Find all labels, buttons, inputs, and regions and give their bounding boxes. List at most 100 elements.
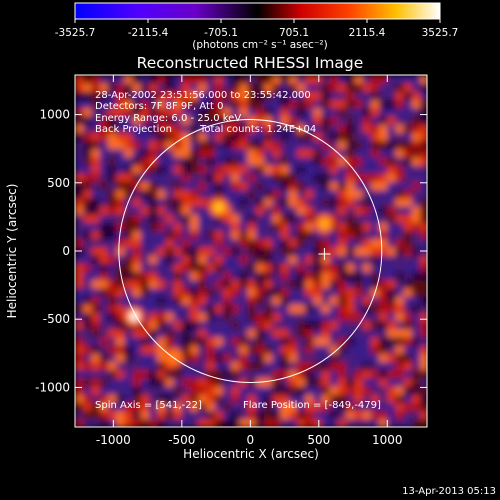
heatmap-cell [222,394,232,403]
heatmap-cell [420,197,427,207]
heatmap-cell [329,418,339,427]
heatmap-cell [247,361,257,371]
heatmap-cell [75,279,84,289]
heatmap-cell [247,189,257,199]
heatmap-cell [190,132,199,141]
heatmap-cell [272,83,281,92]
heatmap-cell [321,255,331,264]
heatmap-cell [420,214,427,223]
heatmap-cell [198,156,207,166]
heatmap-cell [296,124,306,133]
heatmap-cell [198,75,207,84]
heatmap-cell [206,361,216,371]
heatmap-cell [116,140,125,150]
annotation-line: Detectors: 7F 8F 9F, Att 0 [95,101,223,112]
heatmap-cell [420,328,427,338]
heatmap-cell [173,410,183,420]
heatmap-cell [107,99,117,109]
heatmap-cell [140,214,150,223]
heatmap-cell [362,115,372,125]
heatmap-cell [99,410,109,420]
heatmap-cell [91,181,101,191]
heatmap-cell [420,173,427,182]
heatmap-cell [132,189,142,199]
heatmap-cell [329,369,339,379]
heatmap-cell [354,296,364,305]
heatmap-cell [264,271,273,281]
heatmap-cell [206,304,216,313]
heatmap-cell [91,148,101,158]
heatmap-cell [206,345,216,354]
heatmap-cell [75,156,84,166]
heatmap-cell [99,124,109,133]
heatmap-cell [264,263,273,272]
heatmap-cell [337,205,347,215]
heatmap-cell [411,361,421,371]
heatmap-cell [148,296,158,305]
heatmap-cell [337,115,347,125]
heatmap-cell [247,369,257,379]
heatmap-cell [157,353,166,363]
heatmap-cell [337,99,347,109]
heatmap-cell [280,394,290,403]
heatmap-cell [296,394,306,403]
heatmap-cell [107,255,117,264]
heatmap-cell [107,328,117,338]
heatmap-cell [370,156,380,166]
heatmap-cell [305,271,314,281]
heatmap-cell [239,107,249,117]
heatmap-cell [83,418,92,427]
heatmap-cell [387,353,396,363]
heatmap-cell [99,165,109,174]
heatmap-cell [198,271,207,281]
heatmap-cell [411,181,421,191]
heatmap-cell [305,99,314,109]
heatmap-cell [387,107,396,117]
heatmap-cell [264,189,273,199]
heatmap-cell [305,328,314,338]
bright-source [129,311,140,322]
heatmap-cell [379,394,388,403]
heatmap-cell [107,410,117,420]
heatmap-cell [395,214,405,223]
heatmap-cell [362,345,372,354]
heatmap-cell [403,132,413,141]
heatmap-cell [157,173,166,182]
heatmap-cell [247,197,257,207]
heatmap-cell [116,230,125,240]
heatmap-cell [420,99,427,109]
heatmap-cell [107,402,117,412]
heatmap-cell [99,271,109,281]
heatmap-cell [190,353,199,363]
heatmap-cell [411,353,421,363]
heatmap-cell [370,402,380,412]
heatmap-cell [379,124,388,133]
heatmap-cell [387,91,396,101]
heatmap-cell [239,279,249,289]
heatmap-cell [321,238,331,248]
heatmap-cell [173,386,183,395]
heatmap-cell [313,148,323,158]
heatmap-cell [362,328,372,338]
heatmap-cell [239,246,249,256]
heatmap-cell [148,165,158,174]
heatmap-cell [370,246,380,256]
heatmap-cell [124,410,134,420]
heatmap-cell [116,173,125,182]
heatmap-cell [99,353,109,363]
heatmap-cell [222,386,232,395]
y-tick-label: -1000 [35,380,70,394]
heatmap-cell [148,124,158,133]
heatmap-cell [165,83,175,92]
heatmap-cell [190,75,199,84]
heatmap-cell [107,369,117,379]
heatmap-cell [420,312,427,322]
heatmap-cell [379,345,388,354]
heatmap-cell [190,238,199,248]
heatmap-cell [107,165,117,174]
heatmap-cell [165,140,175,150]
heatmap-cell [107,107,117,117]
heatmap-cell [255,394,265,403]
heatmap-cell [337,328,347,338]
heatmap-cell [329,320,339,330]
